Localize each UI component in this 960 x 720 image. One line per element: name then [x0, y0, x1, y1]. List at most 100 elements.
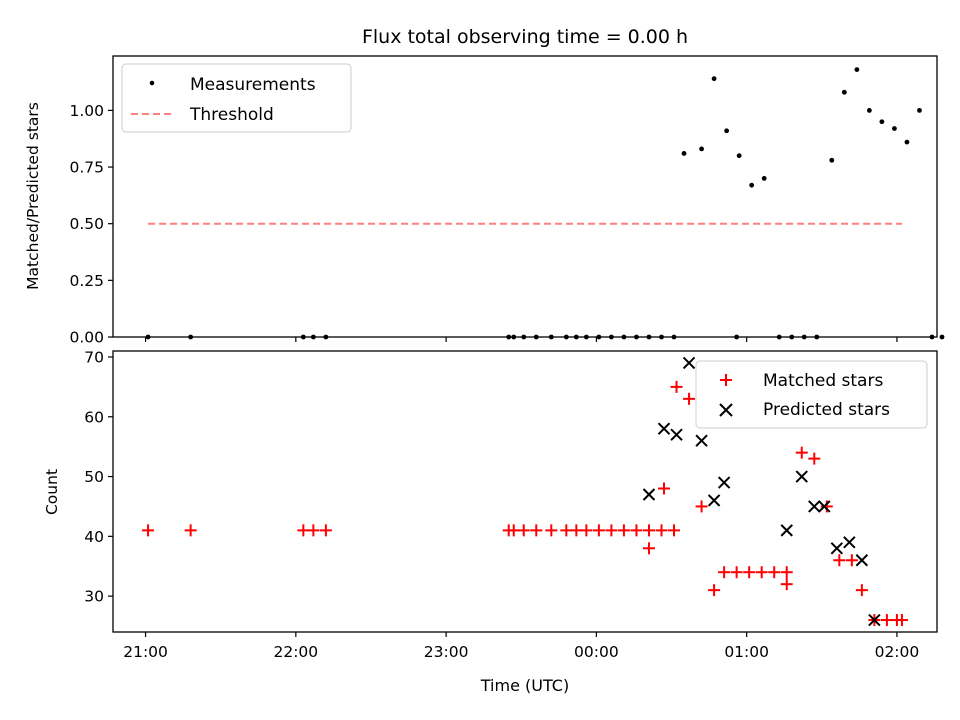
top-x-ticks: [144, 337, 898, 342]
matched-star-point: [833, 554, 846, 567]
matched-star-point: [808, 452, 821, 465]
bottom-x-axis-label: Time (UTC): [480, 676, 569, 695]
predicted-star-point: [830, 542, 844, 555]
legend-predicted-stars-marker: [719, 403, 733, 417]
matched-star-point: [668, 524, 681, 537]
predicted-star-point: [642, 488, 656, 501]
measurement-point: [699, 146, 704, 152]
top-y-axis-label: Matched/Predicted stars: [24, 102, 42, 290]
matched-star-point: [307, 524, 320, 537]
bottom-plot-marks: [142, 356, 908, 627]
matched-star-point: [730, 566, 743, 579]
y-tick-label: 1.00: [69, 102, 104, 120]
matched-star-point: [592, 524, 605, 537]
measurement-point: [904, 139, 910, 145]
predicted-star-point: [707, 494, 721, 507]
x-tick-label: 01:00: [724, 643, 769, 661]
measurement-point: [939, 334, 945, 340]
matched-star-point: [768, 566, 781, 579]
predicted-star-point: [855, 554, 869, 567]
y-tick-label: 30: [84, 588, 104, 606]
matched-star-point: [642, 542, 655, 555]
predicted-star-point: [868, 613, 881, 627]
x-tick-label: 00:00: [574, 643, 619, 661]
measurement-point: [749, 182, 755, 188]
predicted-star-point: [695, 434, 708, 447]
bottom-x-ticks: 21:00 22:00 23:00 00:00 01:00 02:00: [123, 632, 919, 661]
y-tick-label: 0.75: [69, 159, 104, 177]
bottom-panel: Count Time (UTC) 30 40 50 60 70 21:00 22:00 23…: [43, 348, 938, 695]
matched-star-point: [780, 578, 793, 591]
top-legend-box: [121, 63, 352, 133]
y-tick-label: 0.50: [69, 215, 104, 233]
matched-star-point: [184, 524, 197, 537]
matched-star-point: [695, 500, 708, 513]
matched-star-point: [642, 524, 655, 537]
top-chart-title: Flux total observing time = 0.00 h: [362, 26, 688, 48]
y-tick-label: 70: [84, 348, 104, 366]
predicted-star-point: [657, 422, 671, 435]
measurement-point: [681, 151, 687, 156]
legend-predicted-stars-label: Predicted stars: [763, 400, 890, 420]
predicted-star-point: [818, 500, 831, 513]
predicted-star-point: [717, 476, 731, 489]
matched-star-point: [319, 524, 332, 537]
matched-star-point: [530, 524, 543, 537]
measurement-point: [761, 175, 767, 181]
bottom-axes-frame: [112, 350, 938, 633]
x-tick-label: 22:00: [273, 643, 318, 661]
measurement-point: [892, 126, 897, 131]
measurement-point: [724, 128, 730, 134]
matched-star-point: [880, 614, 893, 627]
top-plot-marks: [145, 67, 945, 340]
matched-star-point: [560, 524, 573, 537]
measurement-point: [854, 67, 860, 72]
matched-star-point: [845, 554, 858, 567]
matched-star-point: [895, 614, 908, 627]
x-tick-label: 23:00: [424, 643, 469, 661]
bottom-legend-box: [695, 360, 928, 429]
top-legend: Measurements Threshold: [121, 63, 352, 133]
legend-measurements-marker: [149, 80, 155, 86]
matched-star-point: [545, 524, 558, 537]
matched-star-point: [142, 524, 155, 537]
legend-measurements-label: Measurements: [190, 75, 316, 95]
x-tick-label: 02:00: [875, 643, 920, 661]
matched-star-point: [655, 524, 668, 537]
bottom-legend: Matched stars Predicted stars: [695, 360, 928, 429]
matched-star-point: [570, 524, 583, 537]
y-tick-label: 0.00: [69, 329, 104, 347]
matched-star-point: [780, 566, 793, 579]
y-tick-label: 60: [84, 408, 104, 426]
matched-star-point: [670, 380, 683, 393]
predicted-star-point: [670, 428, 683, 441]
measurement-point: [829, 157, 835, 163]
y-tick-label: 0.25: [69, 272, 104, 290]
predicted-star-point: [780, 524, 793, 537]
bottom-y-axis-label: Count: [43, 469, 61, 515]
legend-threshold-label: Threshold: [189, 105, 274, 125]
matched-star-point: [580, 524, 593, 537]
measurement-point: [841, 89, 847, 95]
y-tick-label: 40: [84, 528, 104, 546]
matched-star-point: [617, 524, 630, 537]
matched-star-point: [683, 392, 696, 405]
matched-star-point: [755, 566, 768, 579]
measurement-point: [736, 153, 742, 159]
matched-star-point: [517, 524, 530, 537]
matched-star-point: [718, 566, 731, 579]
predicted-star-point: [795, 470, 808, 483]
matched-star-point: [795, 446, 808, 459]
matched-star-point: [743, 566, 756, 579]
top-y-ticks: 0.00 0.25 0.50 0.75 1.00: [69, 102, 113, 347]
matched-star-point: [855, 584, 868, 597]
predicted-star-point: [808, 500, 821, 513]
matched-star-point: [630, 524, 643, 537]
matched-star-point: [820, 500, 833, 513]
measurement-point: [879, 119, 885, 125]
top-axes-frame: [112, 55, 938, 338]
predicted-star-point: [682, 356, 696, 370]
measurement-point: [917, 107, 922, 113]
matched-star-point: [605, 524, 618, 537]
